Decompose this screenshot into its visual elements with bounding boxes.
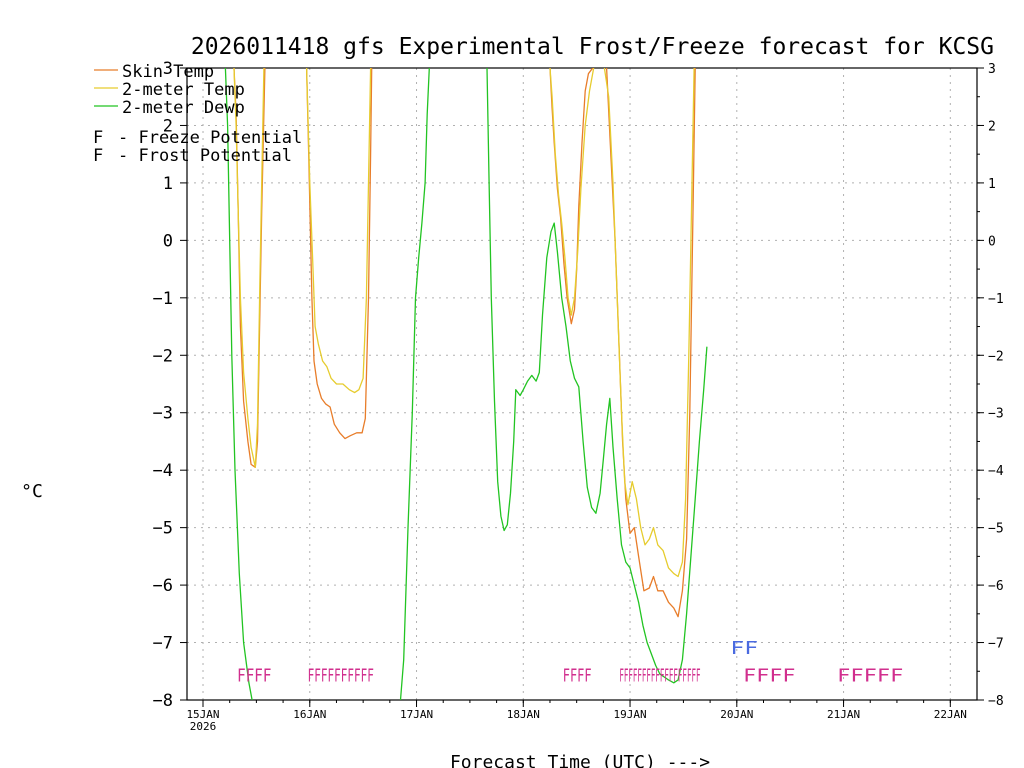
legend-marker-label: - Freeze Potential bbox=[118, 128, 302, 148]
series-line-2-meter-dewp bbox=[399, 68, 430, 700]
freeze-potential-marker: FFFFFFFFFFFFFFFFFF bbox=[619, 666, 700, 687]
x-tick-sublabel: 2026 bbox=[190, 720, 217, 733]
y-tick-label: −5 bbox=[153, 519, 173, 539]
series-line-skin-temp bbox=[549, 68, 594, 325]
y-tick-label-right: −4 bbox=[988, 464, 1004, 479]
y-axis-label: °C bbox=[21, 481, 43, 502]
y-tick-label: −8 bbox=[153, 691, 173, 711]
series-lines bbox=[224, 68, 708, 700]
y-tick-label-right: −7 bbox=[988, 637, 1004, 652]
legend-label: 2-meter Dewp bbox=[122, 98, 245, 118]
series-line-2-meter-temp bbox=[549, 68, 595, 316]
y-tick-label: 1 bbox=[163, 174, 173, 194]
y-axis: −8 −8 −7 −7 −6 −6 −5 −5 −4 −4 −3 −3 −2 −2 −1 −1 0 0 1 1 2 2 3 3 bbox=[153, 59, 1004, 711]
x-tick-label: 21JAN bbox=[827, 708, 860, 721]
y-tick-label-right: 0 bbox=[988, 234, 996, 249]
y-tick-label-right: −2 bbox=[988, 349, 1004, 364]
frost-freeze-markers: FFFF FFFFFFFFFF FFFF FFFFFFFFFFFFFFFFFF FFFF… bbox=[237, 638, 903, 687]
freeze-potential-marker: FFFFFFFFFF bbox=[308, 666, 374, 687]
plot-frame bbox=[186, 67, 978, 701]
grid bbox=[187, 68, 977, 700]
y-tick-label: −7 bbox=[153, 634, 173, 654]
x-tick-label: 22JAN bbox=[934, 708, 967, 721]
y-tick-label: 0 bbox=[163, 231, 173, 251]
legend-label: Skin Temp bbox=[122, 62, 214, 82]
legend-marker-label: - Frost Potential bbox=[118, 146, 292, 166]
x-tick-label: 19JAN bbox=[613, 708, 646, 721]
x-tick-label: 20JAN bbox=[720, 708, 753, 721]
y-tick-label: −1 bbox=[153, 289, 173, 309]
freeze-potential-marker: FFFFF bbox=[837, 666, 903, 687]
series-line-2-meter-temp bbox=[233, 68, 265, 468]
series-line-2-meter-dewp bbox=[486, 68, 708, 684]
series-line-2-meter-temp bbox=[305, 68, 372, 394]
series-line-2-meter-temp bbox=[603, 68, 695, 578]
legend-marker-symbol: F bbox=[93, 146, 103, 166]
y-tick-label: −4 bbox=[153, 461, 173, 481]
y-tick-label-right: −8 bbox=[988, 694, 1004, 709]
y-tick-label-right: −6 bbox=[988, 579, 1004, 594]
legend-label: 2-meter Temp bbox=[122, 80, 245, 100]
x-tick-label: 17JAN bbox=[400, 708, 433, 721]
y-tick-label-right: 2 bbox=[988, 119, 996, 134]
series-line-2-meter-dewp bbox=[224, 68, 253, 700]
y-tick-label: −2 bbox=[153, 346, 173, 366]
y-tick-label-right: −3 bbox=[988, 407, 1004, 422]
y-tick-label: −6 bbox=[153, 576, 173, 596]
y-tick-label-right: 3 bbox=[988, 62, 996, 77]
chart-title: 2026011418 gfs Experimental Frost/Freeze… bbox=[191, 34, 994, 60]
frost-potential-marker: FF bbox=[730, 638, 758, 659]
y-tick-label: 2 bbox=[163, 116, 173, 136]
x-axis-label: Forecast Time (UTC) ---> bbox=[450, 752, 710, 768]
freeze-potential-marker: FFFF bbox=[743, 666, 795, 687]
x-tick-label: 16JAN bbox=[293, 708, 326, 721]
freeze-potential-marker: FFFF bbox=[563, 666, 592, 687]
y-tick-label-right: 1 bbox=[988, 177, 996, 192]
y-tick-label: 3 bbox=[163, 59, 173, 79]
y-tick-label: −3 bbox=[153, 404, 173, 424]
y-tick-label-right: −1 bbox=[988, 292, 1004, 307]
freeze-potential-marker: FFFF bbox=[237, 666, 271, 687]
legend-marker-symbol: F bbox=[93, 128, 103, 148]
series-line-skin-temp bbox=[305, 68, 373, 440]
x-tick-label: 18JAN bbox=[507, 708, 540, 721]
x-tick-label: 15JAN bbox=[186, 708, 219, 721]
y-tick-label-right: −5 bbox=[988, 522, 1004, 537]
